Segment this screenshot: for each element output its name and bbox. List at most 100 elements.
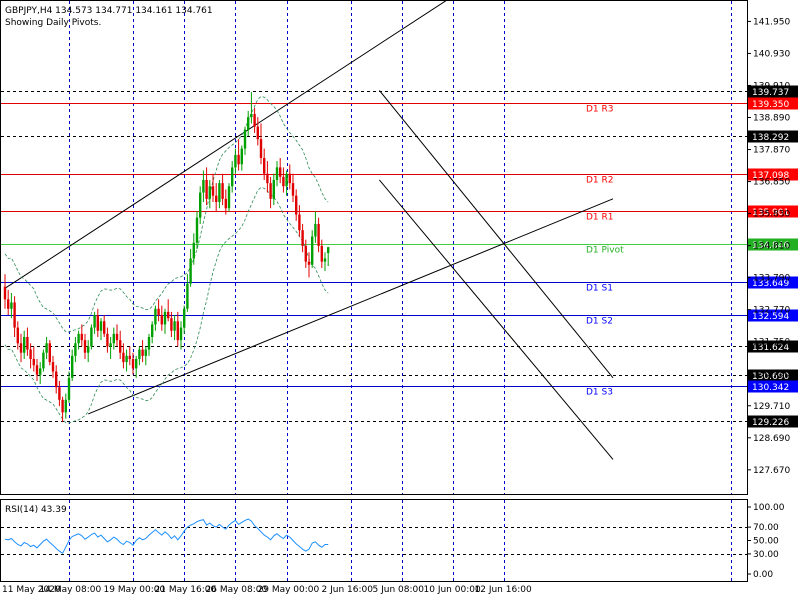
- candle-body: [192, 242, 195, 259]
- candle-body: [61, 399, 64, 413]
- candle-body: [179, 327, 183, 341]
- candle-body: [250, 114, 253, 118]
- candle-body: [224, 198, 227, 209]
- candle-body: [301, 230, 304, 246]
- candle-body: [272, 179, 275, 199]
- pivot-level-name: D1 S1: [586, 284, 613, 294]
- candle-body: [35, 365, 39, 375]
- candle-body: [218, 183, 221, 202]
- time-axis-label: 26 May 08:00: [206, 585, 268, 595]
- candle-body: [77, 333, 80, 344]
- price-tick-label: 136.850: [753, 178, 790, 188]
- time-axis-label: 29 May 00:00: [258, 585, 320, 595]
- dashed-level-price-label: 131.624: [752, 343, 789, 353]
- dashed-level-price-label: 138.292: [752, 133, 789, 143]
- trend-lines-layer: [4, 0, 614, 460]
- dashed-level-price-box: [748, 415, 798, 428]
- rsi-title: RSI(14) 43.39: [5, 505, 67, 515]
- candle-body: [291, 183, 295, 196]
- candle-body: [122, 352, 125, 363]
- pivot-level-price-label: 135.901: [752, 208, 789, 218]
- candle-body: [256, 126, 259, 140]
- dashed-level-price-box: [748, 340, 798, 353]
- pivot-level-price-box: [748, 168, 798, 181]
- candle-body: [323, 258, 327, 262]
- candle-body: [170, 318, 173, 331]
- candle-body: [208, 186, 211, 199]
- candle-body: [279, 167, 282, 177]
- candle-body: [307, 261, 311, 265]
- candle-body: [231, 167, 234, 187]
- candle-body: [183, 308, 186, 328]
- candle-body: [298, 214, 301, 231]
- candle-body: [45, 343, 48, 353]
- candle-body: [96, 315, 99, 331]
- candle-body: [147, 336, 151, 350]
- candle-body: [48, 343, 51, 363]
- pivot-level-price-label: 132.594: [752, 312, 789, 322]
- time-axis-label: 19 May 00:00: [104, 585, 166, 595]
- candle-body: [74, 343, 77, 356]
- candle-body: [205, 179, 208, 199]
- pivot-level-price-box: [748, 97, 798, 110]
- pivot-level-name: D1 S2: [586, 317, 613, 327]
- candle-body: [202, 179, 205, 193]
- dashed-level-price-box: [748, 369, 798, 382]
- candle-body: [119, 340, 122, 353]
- pivot-level-name: D1 R3: [586, 105, 614, 115]
- price-tick-label: 141.950: [753, 17, 790, 27]
- candle-body: [243, 129, 247, 149]
- candle-body: [131, 358, 135, 369]
- dashed-level-price-box: [748, 130, 798, 143]
- trend-line: [88, 198, 614, 415]
- candle-body: [125, 355, 128, 363]
- candle-body: [253, 114, 256, 127]
- candle-body: [135, 358, 138, 369]
- candle-body: [39, 368, 42, 375]
- candle-body: [3, 286, 7, 300]
- candle-body: [99, 321, 103, 331]
- candle-body: [32, 358, 35, 366]
- candle-body: [83, 340, 87, 353]
- dashed-level-price-label: 130.690: [752, 372, 789, 382]
- pivot-level-name: D1 R1: [586, 213, 614, 223]
- candle-body: [288, 173, 291, 184]
- price-tick-label: 129.710: [753, 402, 790, 412]
- candle-body: [266, 173, 269, 184]
- candle-body: [106, 333, 109, 347]
- time-axis-label: 14 May 08:00: [40, 585, 102, 595]
- pivot-level-price-box: [748, 309, 798, 322]
- candle-body: [227, 186, 231, 209]
- candle-body: [19, 343, 23, 353]
- price-tick-label: 137.870: [753, 146, 790, 156]
- time-axis-label: 2 Jun 16:00: [322, 585, 374, 595]
- pivot-level-name: D1 Pivot: [586, 246, 624, 256]
- pivot-level-price-label: 130.342: [752, 383, 789, 393]
- candle-body: [7, 299, 10, 309]
- trend-line: [379, 179, 614, 460]
- rsi-tick-label: 0.00: [753, 570, 773, 580]
- price-tick-label: 135.830: [753, 210, 790, 220]
- main-plot-frame: [0, 0, 748, 495]
- candle-body: [141, 349, 144, 356]
- candle-body: [259, 139, 263, 159]
- candle-body: [167, 311, 170, 319]
- candle-body: [109, 343, 112, 347]
- dashed-level-price-box: [748, 85, 798, 98]
- candle-body: [173, 321, 176, 331]
- candle-body: [247, 117, 250, 130]
- dashed-level-price-label: 139.737: [752, 88, 789, 98]
- bollinger-upper-band: [4, 96, 329, 333]
- dashed-level-price-label: 129.226: [752, 418, 789, 428]
- trend-line: [379, 90, 614, 379]
- candle-body: [103, 321, 106, 334]
- candle-body: [163, 311, 167, 325]
- candle-body: [176, 321, 179, 341]
- price-tick-label: 138.890: [753, 113, 790, 123]
- candle-body: [71, 355, 74, 378]
- price-tick-label: 133.790: [753, 274, 790, 284]
- candle-body: [138, 349, 141, 359]
- pivots-subtitle: Showing Daily Pivots.: [5, 18, 101, 28]
- time-axis-label: 5 Jun 08:00: [373, 585, 425, 595]
